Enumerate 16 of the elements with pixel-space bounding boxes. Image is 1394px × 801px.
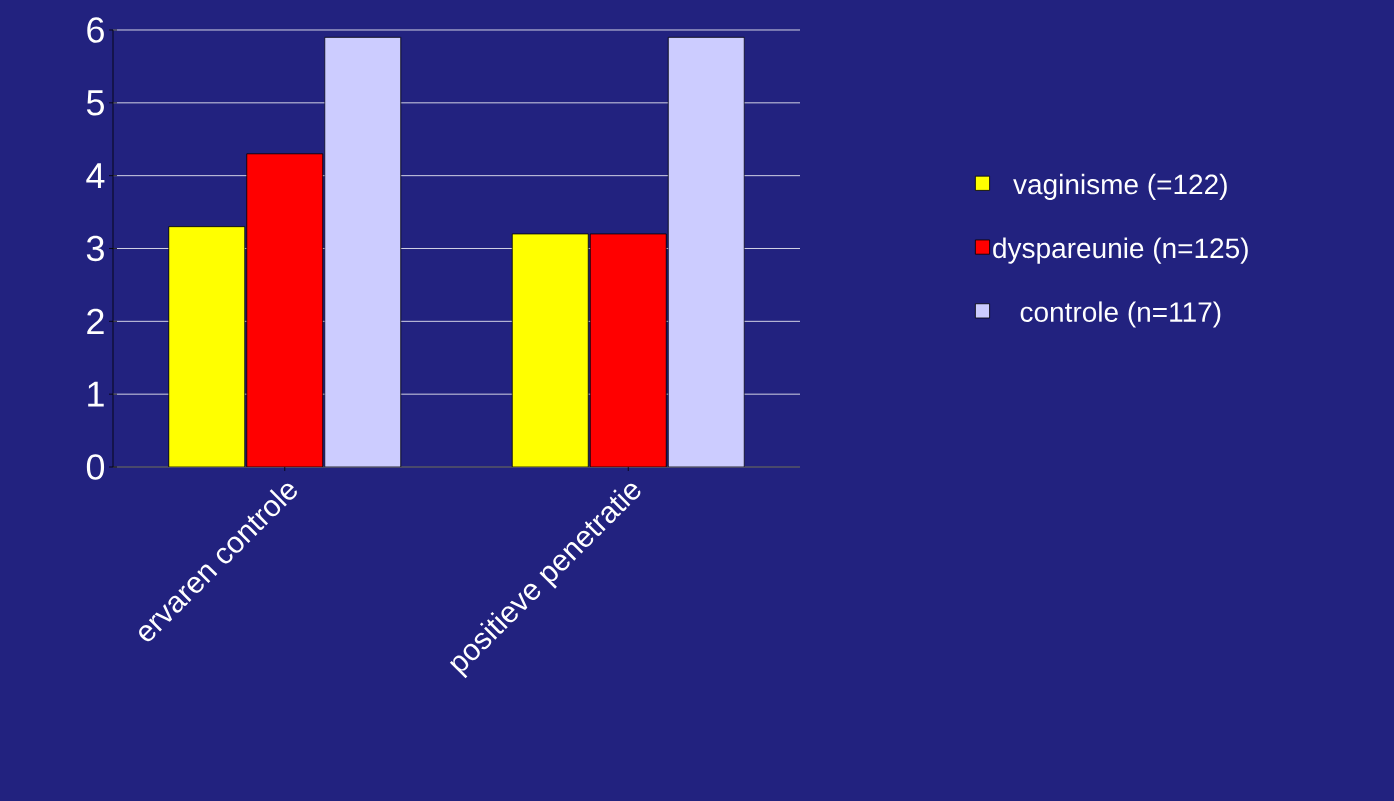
bar <box>511 233 589 467</box>
y-tick-label: 1 <box>88 381 104 407</box>
y-tick-label: 5 <box>86 90 104 116</box>
bar <box>667 36 745 467</box>
y-tick-label: 0 <box>86 454 105 480</box>
bar <box>168 226 245 467</box>
bar <box>589 233 667 467</box>
y-tick-label: 2 <box>87 308 104 334</box>
y-tick-label: 3 <box>86 235 104 262</box>
legend-label: vaginisme (=122) <box>1013 173 1227 200</box>
legend-label: dyspareunie (n=125) <box>993 237 1248 264</box>
legend-label: controle (n=117) <box>1020 301 1221 328</box>
bar <box>246 153 323 467</box>
bar <box>324 37 401 467</box>
y-tick-label: 4 <box>86 163 105 189</box>
y-tick-label: 6 <box>87 17 104 43</box>
